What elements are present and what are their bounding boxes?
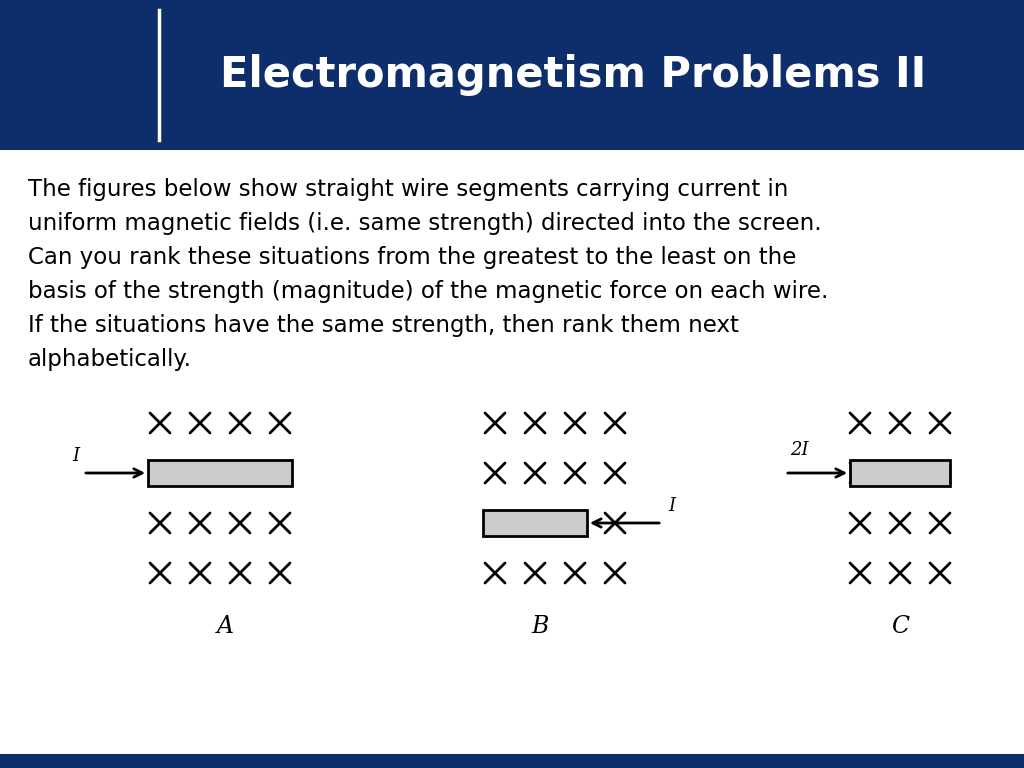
Text: If the situations have the same strength, then rank them next: If the situations have the same strength… — [28, 314, 739, 336]
Text: 2I: 2I — [790, 441, 809, 459]
Bar — [0, 754, 1024, 768]
Text: Can you rank these situations from the greatest to the least on the: Can you rank these situations from the g… — [28, 246, 797, 269]
Text: The figures below show straight wire segments carrying current in: The figures below show straight wire seg… — [28, 177, 788, 200]
Text: I: I — [72, 447, 79, 465]
Text: A: A — [216, 615, 233, 638]
Text: basis of the strength (magnitude) of the magnetic force on each wire.: basis of the strength (magnitude) of the… — [28, 280, 828, 303]
Text: uniform magnetic fields (i.e. same strength) directed into the screen.: uniform magnetic fields (i.e. same stren… — [28, 212, 821, 235]
Text: I: I — [668, 497, 675, 515]
Bar — [0, 0, 1024, 150]
Text: alphabetically.: alphabetically. — [28, 348, 193, 371]
Bar — [850, 460, 950, 486]
Text: C: C — [891, 615, 909, 638]
Bar — [483, 510, 587, 536]
Text: Electromagnetism Problems II: Electromagnetism Problems II — [220, 54, 927, 96]
Text: B: B — [531, 615, 549, 638]
Bar — [148, 460, 292, 486]
